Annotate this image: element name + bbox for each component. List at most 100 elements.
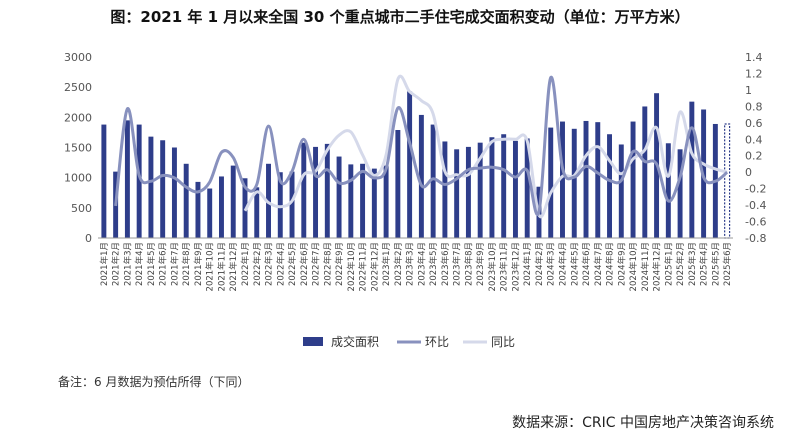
lines-group: [114, 74, 729, 219]
bar: [454, 149, 460, 238]
bar: [383, 165, 389, 238]
bar: [407, 91, 413, 238]
x-tick-label: 2023年7月: [452, 242, 463, 286]
bar: [477, 142, 483, 238]
bar: [348, 164, 354, 238]
bar: [301, 142, 307, 238]
bar: [277, 172, 283, 238]
right-tick-label: 0: [745, 166, 752, 179]
bar: [183, 163, 189, 238]
x-tick-label: 2024年5月: [569, 242, 580, 286]
right-tick-label: 1.2: [745, 67, 763, 80]
right-tick-label: -0.6: [745, 216, 766, 229]
bar: [230, 165, 236, 238]
bar: [148, 136, 154, 238]
legend-label: 同比: [491, 335, 515, 349]
right-tick-label: 1: [745, 84, 752, 97]
x-tick-label: 2022年8月: [322, 242, 333, 286]
bar: [136, 124, 142, 238]
bar: [289, 171, 295, 238]
x-tick-label: 2023年10月: [487, 242, 498, 291]
x-tick-label: 2021年7月: [169, 242, 180, 286]
x-tick-label: 2025年6月: [722, 242, 733, 286]
x-tick-label: 2021年9月: [193, 242, 204, 286]
bar: [430, 124, 436, 238]
bar: [160, 140, 166, 238]
x-tick-label: 2021年6月: [158, 242, 169, 286]
bar: [101, 124, 107, 238]
left-tick-label: 1500: [64, 142, 92, 155]
x-tick-label: 2025年3月: [687, 242, 698, 286]
left-tick-label: 2000: [64, 111, 92, 124]
x-tick-label: 2021年1月: [99, 242, 110, 286]
x-tick-label: 2025年5月: [710, 242, 721, 286]
bar: [524, 138, 530, 238]
right-axis-ticks: -0.8 -0.6 -0.4 -0.2 0 0.2 0.4 0.6 0.8 1 1.2 1.4: [745, 51, 766, 245]
x-tick-label: 2024年9月: [616, 242, 627, 286]
x-tick-label: 2021年3月: [122, 242, 133, 286]
right-tick-label: -0.2: [745, 183, 766, 196]
bar: [465, 146, 471, 238]
bar: [418, 114, 424, 238]
bar: [489, 137, 495, 238]
x-tick-label: 2024年10月: [628, 242, 639, 291]
x-tick-label: 2025年4月: [699, 242, 710, 286]
x-tick-label: 2022年7月: [311, 242, 322, 286]
x-tick-label: 2024年7月: [593, 242, 604, 286]
x-tick-label: 2022年12月: [369, 242, 380, 291]
left-axis-ticks: 0 500 1000 1500 2000 2500 3000: [64, 51, 92, 245]
right-tick-label: 0.2: [745, 150, 763, 163]
right-tick-label: -0.4: [745, 199, 766, 212]
bar: [124, 120, 130, 238]
bar: [642, 106, 648, 239]
x-tick-label: 2022年3月: [264, 242, 275, 286]
bar: [595, 122, 601, 238]
right-tick-label: 0.8: [745, 100, 763, 113]
x-tick-labels: 2021年1月 2021年2月 2021年3月 2021年4月 2021年5月 2021年…: [99, 242, 733, 291]
x-tick-label: 2023年4月: [416, 242, 427, 286]
x-tick-label: 2022年11月: [358, 242, 369, 291]
right-tick-label: -0.8: [745, 232, 766, 245]
bar-estimated: [724, 123, 731, 239]
x-tick-label: 2022年5月: [287, 242, 298, 286]
x-tick-label: 2022年6月: [299, 242, 310, 286]
source-text: 数据来源：CRIC 中国房地产决策咨询系统: [512, 415, 774, 431]
legend-label: 成交面积: [331, 334, 379, 349]
bar: [360, 163, 366, 238]
footnote: 备注：6 月数据为预估所得（下同）: [58, 375, 250, 389]
x-tick-label: 2022年2月: [252, 242, 263, 286]
bar: [571, 128, 577, 238]
bar: [689, 101, 695, 238]
x-tick-label: 2022年1月: [240, 242, 251, 286]
x-tick-label: 2024年12月: [652, 242, 663, 291]
bar: [313, 146, 319, 238]
bar: [395, 130, 401, 238]
bar: [512, 140, 518, 238]
x-tick-label: 2022年9月: [334, 242, 345, 286]
bar: [630, 121, 636, 238]
x-tick-label: 2025年1月: [663, 242, 674, 286]
x-tick-label: 2023年1月: [381, 242, 392, 286]
bar: [501, 134, 507, 238]
bar: [665, 143, 671, 238]
x-tick-label: 2024年4月: [557, 242, 568, 286]
bar: [219, 176, 224, 238]
left-tick-label: 3000: [64, 51, 92, 64]
left-tick-label: 2500: [64, 81, 92, 94]
x-tick-label: 2023年8月: [463, 242, 474, 286]
x-tick-label: 2021年11月: [216, 242, 227, 291]
legend-swatch-bar: [303, 337, 323, 346]
x-tick-label: 2023年3月: [405, 242, 416, 286]
x-tick-label: 2025年2月: [675, 242, 686, 286]
x-tick-label: 2021年2月: [111, 242, 122, 286]
bar: [548, 127, 554, 238]
x-tick-label: 2024年2月: [534, 242, 545, 286]
bar: [336, 156, 342, 238]
bar: [677, 149, 683, 238]
x-tick-label: 2023年2月: [393, 242, 404, 286]
bar: [254, 187, 260, 238]
x-tick-label: 2023年9月: [475, 242, 486, 286]
bar: [607, 134, 612, 238]
x-tick-label: 2023年11月: [499, 242, 510, 291]
